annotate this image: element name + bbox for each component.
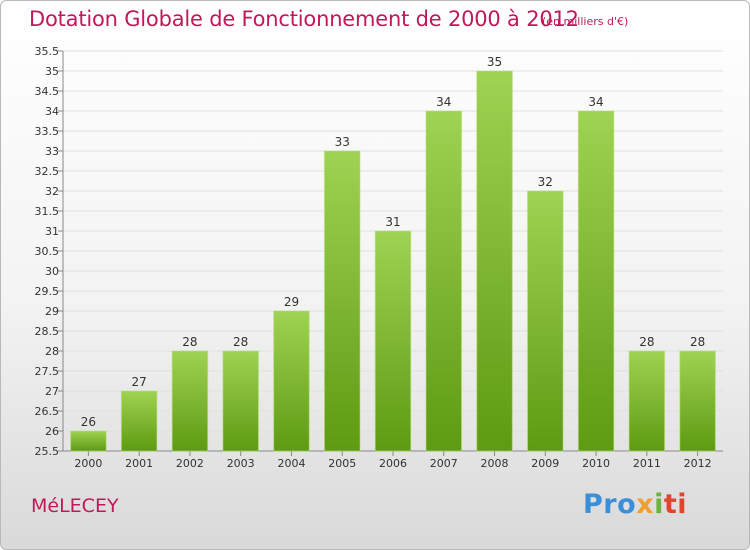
x-tick-label: 2000 xyxy=(74,457,102,470)
bar-2004 xyxy=(273,311,310,451)
data-label: 26 xyxy=(81,415,96,429)
data-label: 31 xyxy=(385,215,400,229)
bar-layer xyxy=(70,70,716,452)
bar-2008 xyxy=(476,71,513,451)
data-label: 28 xyxy=(690,335,705,349)
y-tick-label: 31.5 xyxy=(35,205,60,218)
logo-part-4: ti xyxy=(663,489,688,520)
data-label: 34 xyxy=(588,95,603,109)
bar-outline xyxy=(577,110,615,452)
data-label: 29 xyxy=(284,295,299,309)
x-tick-label: 2008 xyxy=(481,457,509,470)
y-tick-label: 26 xyxy=(45,425,59,438)
bar-2010 xyxy=(578,111,614,451)
logo-part-2: x xyxy=(636,489,655,520)
bar-outline xyxy=(323,150,361,452)
data-label: 34 xyxy=(436,95,451,109)
y-tick-label: 26.5 xyxy=(35,405,60,418)
y-tick-label: 33 xyxy=(45,145,59,158)
y-tick-label: 28.5 xyxy=(35,325,60,338)
x-tick-label: 2002 xyxy=(176,457,204,470)
y-tick-label: 32.5 xyxy=(35,165,60,178)
y-tick-label: 25.5 xyxy=(35,445,60,458)
bar-2002 xyxy=(172,351,208,451)
y-tick-label: 29.5 xyxy=(35,285,60,298)
y-tick-label: 27 xyxy=(45,385,59,398)
x-tick-label: 2001 xyxy=(125,457,153,470)
bar-2012 xyxy=(679,351,716,451)
logo-part-3: i xyxy=(654,489,664,520)
bar-outline xyxy=(120,390,158,452)
label-layer: 26 27 28 28 29 33 31 34 35 32 34 28 28 xyxy=(81,55,706,429)
bar-outline xyxy=(374,230,412,452)
bar-2005 xyxy=(324,151,360,451)
data-label: 27 xyxy=(132,375,147,389)
proxiti-logo: Proxiti xyxy=(583,489,687,520)
chart-subtitle: (en milliers d'€) xyxy=(542,15,629,28)
bar-2006 xyxy=(375,231,411,451)
x-tick-label: 2006 xyxy=(379,457,407,470)
bar-outline xyxy=(628,350,666,452)
commune-name: MéLECEY xyxy=(31,495,119,517)
bar-2009 xyxy=(527,191,564,451)
bar-2000 xyxy=(70,431,107,451)
data-label: 28 xyxy=(182,335,197,349)
data-label: 28 xyxy=(233,335,248,349)
x-tick-label: 2010 xyxy=(582,457,610,470)
y-tick-label: 27.5 xyxy=(35,365,60,378)
chart-title: Dotation Globale de Fonctionnement de 20… xyxy=(29,7,579,31)
x-tick-label: 2003 xyxy=(227,457,255,470)
x-tick-label: 2011 xyxy=(633,457,661,470)
x-tick-label: 2012 xyxy=(684,457,712,470)
y-tick-label: 28 xyxy=(45,345,59,358)
bar-outline xyxy=(476,70,513,452)
x-tick-label: 2007 xyxy=(430,457,458,470)
bar-outline xyxy=(171,350,209,452)
data-label: 28 xyxy=(639,335,654,349)
y-tick-label: 33.5 xyxy=(35,125,60,138)
bar-outline xyxy=(425,110,463,452)
x-tick-label: 2009 xyxy=(531,457,559,470)
bar-outline xyxy=(70,430,107,452)
y-tick-label: 31 xyxy=(45,225,59,238)
data-label: 33 xyxy=(335,135,350,149)
bar-2001 xyxy=(121,391,157,451)
x-tick-label: 2005 xyxy=(328,457,356,470)
logo-part-1: Pro xyxy=(583,489,637,520)
y-tick-label: 29 xyxy=(45,305,59,318)
bar-outline xyxy=(679,350,716,452)
data-label: 32 xyxy=(538,175,553,189)
y-tick-label: 34 xyxy=(45,105,59,118)
y-tick-label: 35 xyxy=(45,65,59,78)
y-tick-label: 34.5 xyxy=(35,85,60,98)
y-tick-label: 30 xyxy=(45,265,59,278)
y-tick-label: 30.5 xyxy=(35,245,60,258)
x-tick-label: 2004 xyxy=(277,457,305,470)
bar-2011 xyxy=(629,351,665,451)
bar-outline xyxy=(527,190,564,452)
bar-2007 xyxy=(426,111,462,451)
y-tick-label: 35.5 xyxy=(35,45,60,58)
bar-outline xyxy=(222,350,259,452)
data-label: 35 xyxy=(487,55,502,69)
y-tick-label: 32 xyxy=(45,185,59,198)
bar-outline xyxy=(273,310,310,452)
bar-2003 xyxy=(222,351,259,451)
